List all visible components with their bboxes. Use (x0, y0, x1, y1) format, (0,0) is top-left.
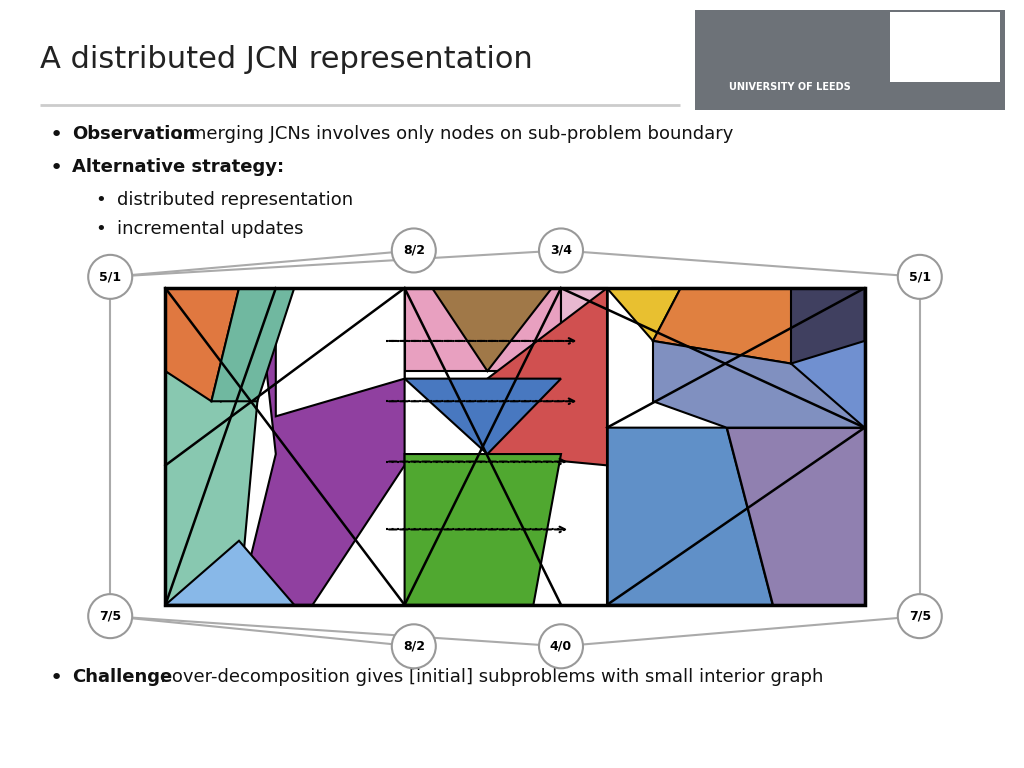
Polygon shape (487, 288, 607, 465)
Text: incremental updates: incremental updates (117, 220, 303, 238)
Polygon shape (607, 288, 681, 341)
Text: •: • (50, 125, 63, 145)
Circle shape (539, 624, 583, 668)
Text: : merging JCNs involves only nodes on sub-problem boundary: : merging JCNs involves only nodes on su… (177, 125, 733, 143)
Text: UNIVERSITY OF LEEDS: UNIVERSITY OF LEEDS (729, 82, 851, 92)
Polygon shape (239, 288, 404, 605)
Polygon shape (607, 428, 772, 605)
Circle shape (898, 594, 942, 638)
Text: distributed representation: distributed representation (117, 191, 353, 209)
Text: 5/1: 5/1 (908, 270, 931, 283)
Polygon shape (653, 288, 864, 363)
Polygon shape (561, 288, 607, 446)
Circle shape (88, 255, 132, 299)
Polygon shape (275, 288, 404, 409)
Polygon shape (404, 454, 561, 605)
Bar (695, 10, 1005, 110)
Polygon shape (166, 288, 257, 401)
Text: 5/1: 5/1 (99, 270, 121, 283)
Polygon shape (404, 379, 561, 454)
Polygon shape (166, 541, 294, 605)
Text: 7/5: 7/5 (908, 610, 931, 623)
Circle shape (539, 228, 583, 273)
Text: 8/2: 8/2 (402, 244, 425, 257)
Text: 4/0: 4/0 (550, 640, 572, 653)
Text: 8/2: 8/2 (402, 640, 425, 653)
Polygon shape (432, 288, 552, 371)
Polygon shape (166, 288, 239, 401)
Text: Observation: Observation (72, 125, 196, 143)
Text: •: • (95, 191, 105, 209)
Polygon shape (653, 341, 864, 428)
Circle shape (88, 594, 132, 638)
Text: •: • (50, 158, 63, 178)
Text: 7/5: 7/5 (99, 610, 121, 623)
Text: : over-decomposition gives [initial] subproblems with small interior graph: : over-decomposition gives [initial] sub… (160, 668, 823, 686)
Text: A distributed JCN representation: A distributed JCN representation (40, 45, 532, 74)
Text: Challenge: Challenge (72, 668, 172, 686)
Polygon shape (791, 288, 864, 363)
Polygon shape (727, 428, 864, 605)
Polygon shape (404, 288, 561, 371)
Polygon shape (166, 371, 257, 605)
Polygon shape (211, 288, 294, 401)
Circle shape (898, 255, 942, 299)
Polygon shape (275, 288, 404, 416)
Bar (890, 12, 1000, 82)
Polygon shape (653, 288, 864, 428)
Text: •: • (50, 668, 63, 688)
Circle shape (392, 624, 436, 668)
Text: 3/4: 3/4 (550, 244, 572, 257)
Bar (166, 288, 864, 605)
Polygon shape (166, 288, 257, 401)
Text: Alternative strategy:: Alternative strategy: (72, 158, 284, 176)
Circle shape (392, 228, 436, 273)
Text: •: • (95, 220, 105, 238)
